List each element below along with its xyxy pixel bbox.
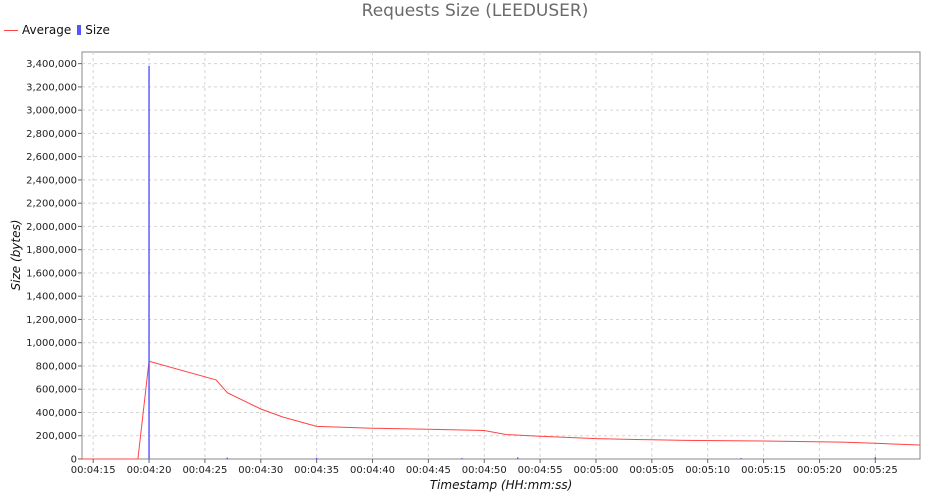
y-tick-label: 200,000 [36,431,77,442]
legend: Average Size [4,23,116,37]
legend-swatch-size [77,25,82,35]
y-tick-label: 1,200,000 [26,315,77,326]
x-tick-label: 00:05:10 [685,465,730,476]
y-tick-label: 2,200,000 [26,199,77,210]
x-tick-label: 00:04:40 [350,465,395,476]
y-tick-label: 3,200,000 [26,82,77,93]
x-tick-label: 00:04:35 [294,465,339,476]
y-tick-label: 3,400,000 [26,59,77,70]
y-tick-label: 1,800,000 [26,245,77,256]
y-tick-label: 3,000,000 [26,106,77,117]
x-tick-label: 00:04:45 [406,465,451,476]
x-tick-label: 00:05:20 [797,465,842,476]
legend-label-size: Size [85,23,110,37]
x-tick-label: 00:05:15 [741,465,786,476]
series-layer [81,65,921,460]
grid-layer [82,52,920,459]
y-tick-label: 2,400,000 [26,175,77,186]
legend-label-average: Average [22,23,72,37]
legend-item-size: Size [77,23,110,37]
x-tick-label: 00:05:05 [629,465,674,476]
x-tick-label: 00:04:30 [238,465,283,476]
chart-title: Requests Size (LEEDUSER) [361,1,589,21]
x-tick-label: 00:05:25 [853,465,898,476]
y-tick-label: 1,600,000 [26,268,77,279]
legend-item-average: Average [4,23,71,37]
x-axis-title: Timestamp (HH:mm:ss) [430,478,573,492]
y-tick-label: 1,000,000 [26,338,77,349]
y-tick-label: 2,000,000 [26,222,77,233]
y-tick-label: 600,000 [36,385,77,396]
y-tick-label: 0 [71,455,77,466]
average-line [82,360,921,460]
legend-swatch-average [4,29,18,31]
x-tick-label: 00:04:20 [127,465,172,476]
x-tick-label: 00:04:50 [462,465,507,476]
y-tick-label: 2,800,000 [26,129,77,140]
y-tick-label: 400,000 [36,408,77,419]
y-tick-label: 2,600,000 [26,152,77,163]
x-tick-label: 00:04:55 [518,465,563,476]
x-tick-label: 00:05:00 [574,465,619,476]
x-tick-label: 00:04:25 [182,465,227,476]
plot-area [81,51,921,460]
y-axis-title: Size (bytes) [9,220,23,291]
x-tick-label: 00:04:15 [71,465,116,476]
axis-layer: 0 200,000 400,000 600,000 800,000 1,000,000 1,… [26,59,898,476]
y-tick-label: 800,000 [36,361,77,372]
y-tick-label: 1,400,000 [26,292,77,303]
